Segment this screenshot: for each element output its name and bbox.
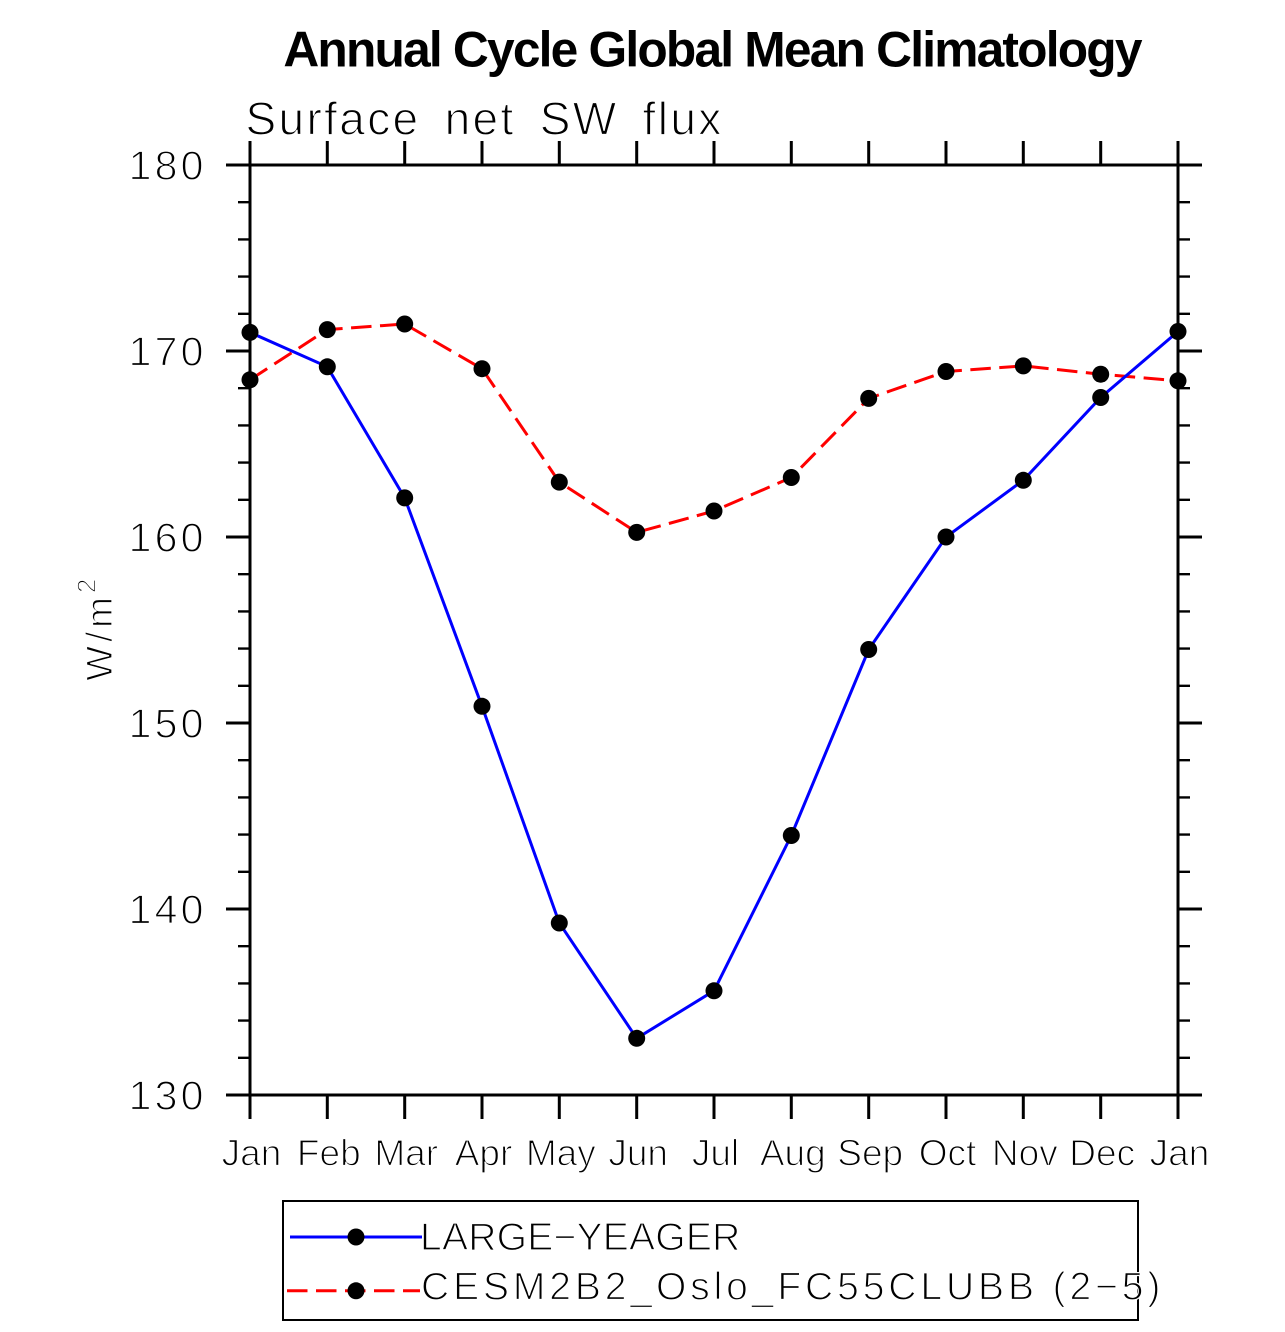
svg-text:Jan: Jan [1150,1133,1210,1174]
svg-text:Feb: Feb [297,1133,361,1174]
svg-text:Sep: Sep [837,1133,903,1174]
svg-text:Apr: Apr [455,1133,513,1174]
svg-text:130: 130 [129,1073,207,1119]
svg-text:170: 170 [129,329,207,375]
svg-text:Jan: Jan [222,1133,282,1174]
svg-text:Aug: Aug [760,1133,826,1174]
svg-text:140: 140 [129,887,207,933]
svg-text:Oct: Oct [919,1133,977,1174]
svg-text:150: 150 [129,701,207,747]
svg-text:Nov: Nov [992,1133,1058,1174]
svg-text:160: 160 [129,515,207,561]
svg-text:Mar: Mar [374,1133,438,1174]
svg-text:Jun: Jun [608,1133,668,1174]
svg-text:Jul: Jul [692,1133,739,1174]
svg-text:CESM2B2_Oslo_FC55CLUBB (2−5): CESM2B2_Oslo_FC55CLUBB (2−5) [421,1266,1164,1309]
svg-text:Dec: Dec [1069,1133,1135,1174]
svg-text:LARGE−YEAGER: LARGE−YEAGER [420,1216,741,1259]
svg-text:Surface net SW flux: Surface net SW flux [246,93,724,145]
svg-text:Annual Cycle Global Mean Clima: Annual Cycle Global Mean Climatology [283,21,1142,77]
svg-text:May: May [526,1133,596,1174]
svg-text:180: 180 [129,143,207,189]
svg-text:W/m2: W/m2 [72,575,121,681]
